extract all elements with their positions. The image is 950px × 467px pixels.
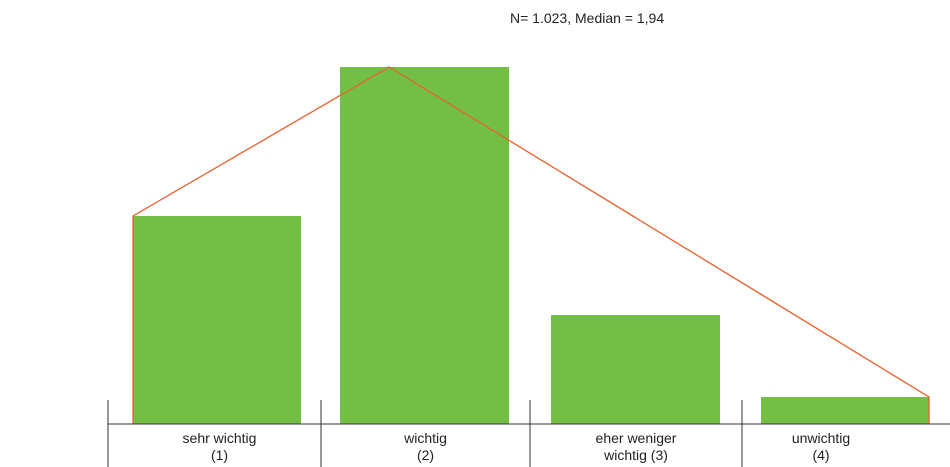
bar-1 bbox=[133, 216, 301, 424]
category-label-1-line-1: sehr wichtig bbox=[183, 430, 257, 446]
bars-group bbox=[133, 67, 929, 424]
category-label-3-line-2: wichtig (3) bbox=[603, 447, 668, 463]
bar-4 bbox=[761, 397, 929, 424]
frequency-polygon-group bbox=[132, 66, 930, 424]
category-label-3-line-1: eher weniger bbox=[596, 430, 677, 446]
category-label-4-line-1: unwichtig bbox=[792, 430, 850, 446]
category-labels-group: sehr wichtig(1) wichtig(2) eher wenigerwic… bbox=[183, 430, 851, 463]
category-label-1-line-2: (1) bbox=[211, 447, 228, 463]
bar-2 bbox=[340, 67, 509, 424]
category-label-2-line-2: (2) bbox=[417, 447, 434, 463]
frequency-polygon-line bbox=[132, 66, 930, 424]
category-label-4-line-2: (4) bbox=[812, 447, 829, 463]
bar-3 bbox=[551, 315, 720, 424]
x-axis bbox=[107, 400, 950, 467]
category-label-2-line-1: wichtig bbox=[403, 430, 447, 446]
chart-annotation: N= 1.023, Median = 1,94 bbox=[510, 10, 665, 26]
